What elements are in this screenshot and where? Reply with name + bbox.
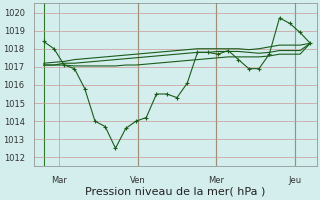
- X-axis label: Pression niveau de la mer( hPa ): Pression niveau de la mer( hPa ): [85, 187, 266, 197]
